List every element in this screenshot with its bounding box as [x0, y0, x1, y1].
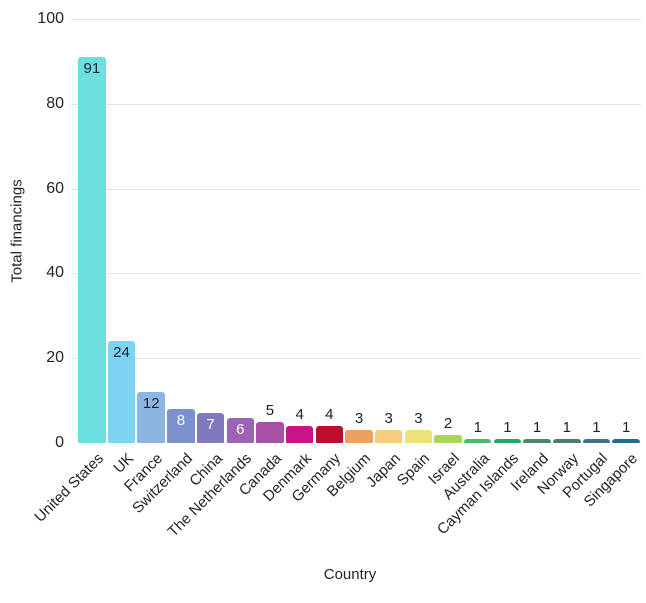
y-tick-label: 40 [46, 264, 64, 282]
bar [78, 57, 106, 443]
bar-value-label: 8 [176, 412, 186, 430]
bar [196, 413, 225, 443]
gridline [71, 273, 641, 275]
bar-value-label: 1 [473, 418, 482, 436]
bar [612, 438, 640, 443]
bar [374, 430, 403, 443]
bar-value-label: 6 [236, 420, 245, 438]
gridline [71, 103, 641, 105]
bar-value-label: 1 [562, 418, 571, 436]
y-tick-label: 80 [46, 94, 64, 112]
bar-value-label: 4 [295, 406, 304, 424]
bar [285, 426, 314, 443]
bar [107, 341, 136, 443]
bar [256, 421, 284, 443]
bar-value-label: 5 [265, 401, 275, 419]
y-tick-label: 0 [55, 434, 64, 451]
gridline [71, 188, 641, 190]
bar-value-label: 3 [354, 410, 364, 428]
bar [493, 438, 522, 443]
bar [463, 438, 492, 443]
bar-value-label: 91 [83, 60, 101, 78]
x-axis-title: Country [323, 566, 377, 583]
bar-value-label: 1 [503, 418, 512, 436]
bar-value-label: 2 [443, 414, 453, 432]
bar-value-label: 12 [142, 395, 160, 413]
bar-value-label: 24 [113, 344, 130, 362]
bar-value-label: 3 [414, 410, 423, 428]
gridline [71, 358, 641, 360]
bar-value-label: 3 [384, 410, 393, 428]
y-tick-label: 20 [46, 349, 64, 367]
bar-value-label: 4 [325, 406, 334, 424]
bar [315, 426, 344, 443]
bar [553, 438, 581, 443]
bar [345, 430, 373, 443]
bar [226, 417, 254, 443]
bar-value-label: 1 [621, 418, 631, 436]
y-tick-label: 60 [46, 179, 64, 197]
bar-value-label: 7 [206, 416, 215, 434]
bar-value-label: 1 [532, 418, 542, 436]
y-tick-label: 100 [37, 10, 64, 27]
bar [167, 409, 195, 443]
bar [434, 434, 462, 443]
bar-value-label: 1 [592, 418, 601, 436]
bar [137, 392, 165, 443]
bar [404, 430, 433, 443]
bar [523, 438, 551, 443]
bar [582, 438, 611, 443]
gridline [71, 19, 641, 20]
